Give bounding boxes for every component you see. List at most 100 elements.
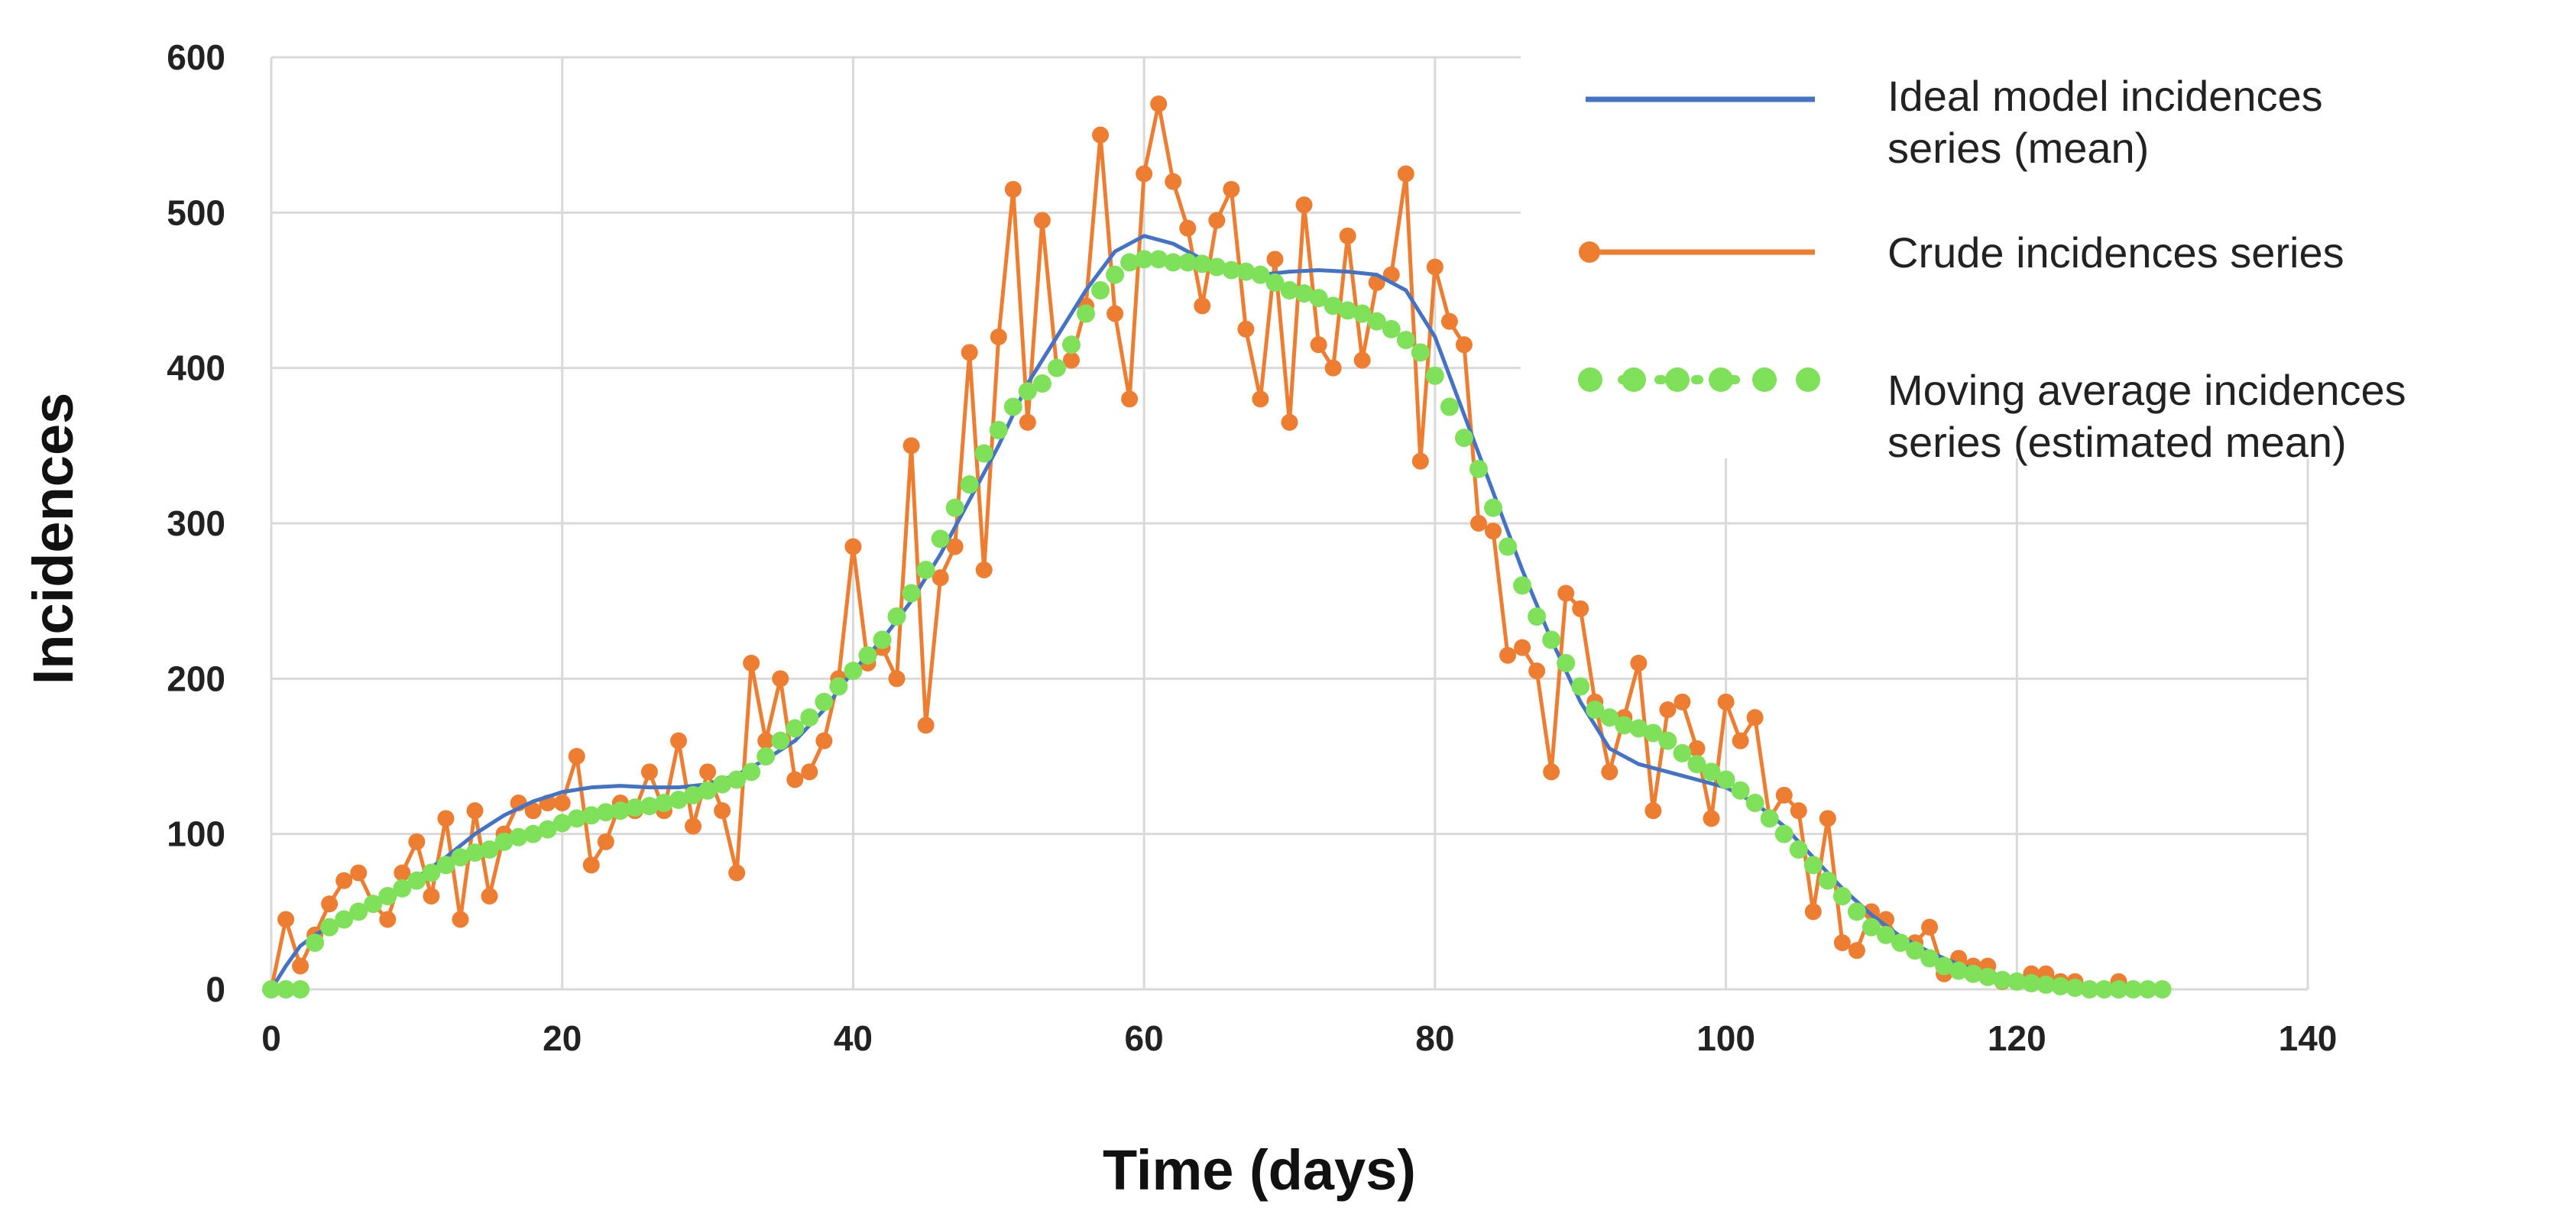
crude-point <box>1062 351 1080 369</box>
crude-point <box>1411 452 1429 470</box>
x-tick-label: 60 <box>1125 1018 1164 1058</box>
crude-point <box>1717 693 1735 710</box>
moving-average-point <box>2066 978 2085 997</box>
moving-average-point <box>960 475 979 494</box>
crude-point <box>1208 212 1226 229</box>
crude-point <box>946 538 964 555</box>
crude-point <box>1514 639 1531 656</box>
legend-swatch-marker <box>1752 367 1777 392</box>
crude-point <box>1223 180 1240 198</box>
crude-point <box>277 911 295 928</box>
moving-average-point <box>378 887 397 905</box>
moving-average-point <box>974 444 993 463</box>
moving-average-point <box>1774 824 1793 843</box>
moving-average-point <box>1469 459 1488 478</box>
crude-point <box>1107 305 1124 322</box>
moving-average-point <box>2138 980 2157 999</box>
moving-average-point <box>1716 770 1735 789</box>
moving-average-point <box>1251 265 1270 284</box>
crude-point <box>975 562 993 578</box>
crude-point <box>1819 810 1836 827</box>
crude-point <box>582 856 600 874</box>
crude-point <box>1528 662 1546 680</box>
moving-average-point <box>989 421 1008 439</box>
moving-average-point <box>611 801 630 821</box>
crude-point <box>350 864 368 882</box>
crude-point <box>1092 126 1110 144</box>
moving-average-point <box>931 529 950 549</box>
moving-average-point <box>1832 887 1852 905</box>
crude-point <box>1557 584 1575 602</box>
legend-item: Crude incidences series <box>1579 228 2344 277</box>
crude-point <box>757 732 775 749</box>
y-tick-label: 0 <box>206 969 225 1009</box>
crude-point <box>1281 413 1298 431</box>
moving-average-point <box>1178 253 1197 272</box>
crude-point <box>932 569 949 587</box>
crude-point <box>1324 359 1342 377</box>
moving-average-point <box>2051 976 2070 995</box>
crude-point <box>1804 903 1822 921</box>
moving-average-point <box>1338 301 1357 320</box>
moving-average-point <box>451 848 470 867</box>
y-tick-label: 500 <box>167 193 225 232</box>
crude-point <box>902 437 920 455</box>
moving-average-point <box>596 803 615 822</box>
crude-point <box>1543 763 1560 781</box>
moving-average-point <box>480 840 499 859</box>
moving-average-point <box>523 824 543 843</box>
moving-average-point <box>1993 970 2012 989</box>
crude-point <box>335 872 353 889</box>
crude-point <box>321 895 339 913</box>
crude-point <box>1703 810 1720 827</box>
moving-average-point <box>1542 630 1561 649</box>
moving-average-point <box>1644 723 1663 743</box>
crude-point <box>990 329 1007 345</box>
moving-average-point <box>640 797 659 816</box>
crude-point <box>1644 802 1662 820</box>
crude-point <box>1688 740 1706 757</box>
crude-point <box>1746 709 1764 727</box>
crude-point <box>452 911 469 928</box>
crude-point <box>1426 258 1444 276</box>
moving-average-point <box>1324 296 1343 316</box>
moving-average-point <box>1906 941 1925 960</box>
moving-average-point <box>262 980 280 999</box>
moving-average-point <box>1091 281 1110 299</box>
crude-point <box>1601 763 1619 781</box>
x-tick-label: 40 <box>834 1018 873 1058</box>
moving-average-point <box>1396 331 1415 350</box>
moving-average-point <box>1673 743 1692 762</box>
crude-point <box>1266 251 1284 268</box>
moving-average-point <box>654 794 673 812</box>
moving-average-point <box>1629 719 1648 738</box>
crude-point <box>1339 227 1356 244</box>
moving-average-point <box>306 934 325 952</box>
moving-average-point <box>1586 701 1605 719</box>
grid <box>270 56 2309 991</box>
crude-point <box>1019 413 1036 431</box>
moving-average-point <box>1876 925 1895 944</box>
crude-point <box>1295 196 1313 214</box>
legend-swatch-marker <box>1622 367 1646 392</box>
moving-average-point <box>582 806 601 825</box>
moving-average-point <box>684 785 703 804</box>
moving-average-point <box>2007 972 2027 991</box>
legend-label: series (estimated mean) <box>1887 418 2347 466</box>
crude-point <box>1150 95 1168 112</box>
crude-point <box>524 802 542 820</box>
crude-point <box>1004 180 1022 198</box>
crude-point <box>553 795 571 811</box>
crude-point <box>786 771 804 788</box>
x-tick-label: 140 <box>2279 1018 2338 1058</box>
crude-point <box>1353 351 1371 369</box>
x-tick-label: 100 <box>1696 1018 1755 1058</box>
moving-average-point <box>844 662 863 681</box>
legend-swatch-marker <box>1665 367 1690 392</box>
crude-point <box>1237 320 1255 338</box>
crude-point <box>917 717 935 734</box>
x-axis-ticks: 0 20 40 60 80 100 120 140 <box>261 1018 2337 1058</box>
moving-average-point <box>1803 856 1823 875</box>
